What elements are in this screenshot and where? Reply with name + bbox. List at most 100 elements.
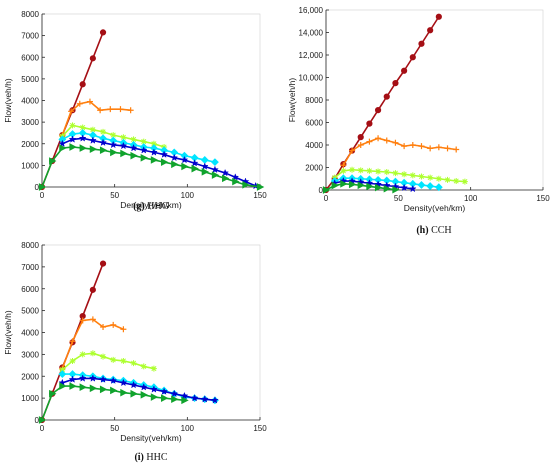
y-tick-label: 2000 xyxy=(21,140,39,149)
data-point xyxy=(222,174,230,183)
data-point xyxy=(408,184,417,193)
data-point xyxy=(200,162,209,170)
x-tick-label: 100 xyxy=(464,194,478,203)
data-point xyxy=(340,162,347,169)
y-tick-label: 8000 xyxy=(305,96,323,105)
data-point xyxy=(109,376,118,384)
y-tick-label: 8000 xyxy=(21,241,39,250)
data-point xyxy=(348,180,357,189)
x-axis-label: Density(veh/km) xyxy=(120,433,182,443)
data-point xyxy=(139,146,148,154)
data-point xyxy=(100,353,107,360)
x-axis-label: Density(veh/km) xyxy=(120,200,182,210)
y-axis-label: Flow(veh/h) xyxy=(3,78,13,123)
data-point xyxy=(435,13,442,20)
data-point xyxy=(69,122,76,129)
y-tick-label: 3000 xyxy=(21,118,39,127)
data-point xyxy=(110,321,117,328)
data-point xyxy=(340,179,348,188)
data-point xyxy=(435,144,442,151)
data-point xyxy=(69,338,76,345)
data-point xyxy=(58,139,67,148)
data-point xyxy=(89,316,96,323)
data-point xyxy=(211,396,219,404)
data-point xyxy=(129,143,138,152)
y-tick-label: 2000 xyxy=(21,372,39,381)
series-s2-plus xyxy=(340,135,460,169)
data-point xyxy=(139,383,148,391)
y-tick-label: 1000 xyxy=(21,394,39,403)
data-point xyxy=(120,134,127,141)
data-point xyxy=(232,177,240,186)
data-point xyxy=(357,134,364,141)
y-tick-label: 0 xyxy=(319,186,324,195)
data-point xyxy=(181,396,189,405)
data-point xyxy=(435,175,442,182)
data-point xyxy=(38,183,47,191)
panel-caption: (g) HHG xyxy=(133,201,169,212)
data-point xyxy=(127,107,134,114)
data-point xyxy=(409,172,416,179)
data-point xyxy=(349,147,356,154)
data-point xyxy=(88,374,97,382)
series-line xyxy=(61,132,216,163)
x-tick-label: 100 xyxy=(181,191,195,200)
data-point xyxy=(38,416,47,424)
panel-caption: (i) HHC xyxy=(134,452,167,463)
data-point xyxy=(374,183,383,192)
data-point xyxy=(89,55,96,62)
data-point xyxy=(99,138,107,147)
data-point xyxy=(171,160,179,169)
series-s5-star xyxy=(330,176,417,193)
data-point xyxy=(426,182,435,190)
data-point xyxy=(86,98,93,105)
data-point xyxy=(97,107,104,114)
data-point xyxy=(340,167,347,174)
data-point xyxy=(418,40,425,47)
data-point xyxy=(100,324,107,331)
data-point xyxy=(99,146,108,155)
data-point xyxy=(392,139,399,146)
data-point xyxy=(150,393,159,401)
data-point xyxy=(79,351,86,358)
data-point xyxy=(427,27,434,34)
data-point xyxy=(427,145,434,152)
data-point xyxy=(120,357,127,364)
data-point xyxy=(211,165,219,174)
data-point xyxy=(140,363,147,370)
data-point xyxy=(68,108,75,115)
data-point xyxy=(110,148,118,157)
series-s5-star xyxy=(58,374,219,404)
y-tick-label: 8000 xyxy=(21,10,39,19)
x-tick-label: 150 xyxy=(536,194,550,203)
data-point xyxy=(49,389,57,398)
data-point xyxy=(160,158,169,166)
data-point xyxy=(110,356,117,363)
data-point xyxy=(59,366,66,373)
data-point xyxy=(201,168,210,176)
y-axis-label: Flow(veh/h) xyxy=(3,310,13,355)
x-tick-label: 50 xyxy=(394,194,403,203)
series-s6-triangle xyxy=(38,382,189,424)
data-point xyxy=(120,149,128,158)
data-point xyxy=(401,67,408,74)
data-point xyxy=(221,168,230,177)
data-point xyxy=(383,169,390,175)
data-point xyxy=(427,174,434,181)
data-point xyxy=(242,181,250,189)
data-point xyxy=(200,156,209,164)
caption-letter: (g) xyxy=(133,201,145,212)
data-point xyxy=(59,144,67,152)
x-tick-label: 0 xyxy=(324,194,329,203)
series-line xyxy=(62,377,216,402)
data-point xyxy=(130,151,138,160)
panel-g-hhg: 0 50 100 150 0 1000 2000 3000 4000 5000 6000 7000 80… xyxy=(3,10,267,212)
data-point xyxy=(366,138,373,145)
data-point xyxy=(357,181,366,190)
y-tick-label: 6000 xyxy=(21,53,39,62)
data-point xyxy=(453,178,460,184)
data-point xyxy=(418,173,425,180)
y-tick-label: 0 xyxy=(35,183,40,192)
data-point xyxy=(171,395,179,404)
